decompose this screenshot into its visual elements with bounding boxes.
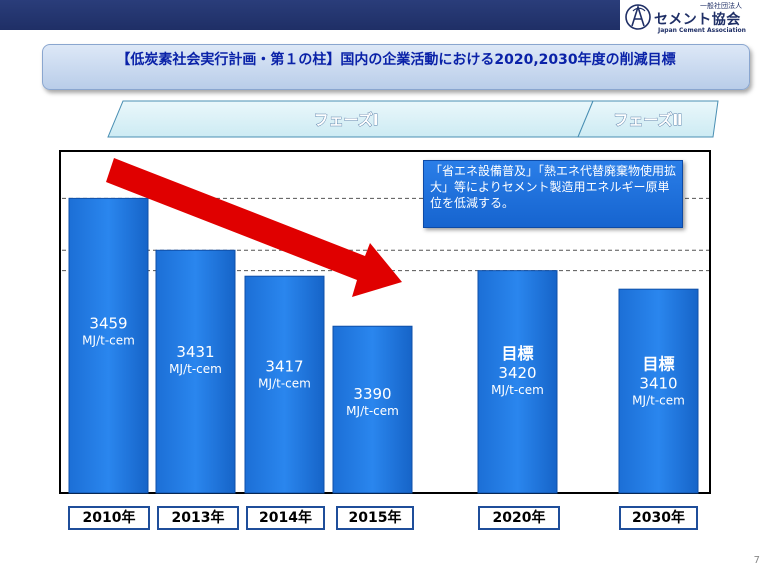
bar — [618, 288, 699, 494]
bar-value-label: 3431 — [176, 343, 214, 361]
bar-value-label: 3420 — [498, 364, 536, 382]
phase-banner: フェーズⅠ フェーズⅡ — [107, 100, 719, 138]
bar — [155, 249, 236, 494]
bar-value-label: 3390 — [353, 385, 391, 403]
phase-2-shape — [577, 100, 719, 138]
phase-2-label: フェーズⅡ — [613, 111, 682, 129]
bar — [477, 270, 558, 494]
x-tick-label: 2020年 — [478, 506, 560, 530]
callout-box: 「省エネ設備普及」「熱エネ代替廃棄物使用拡大」等によりセメント製造用エネルギー原… — [423, 160, 683, 228]
logo-org-en: Japan Cement Association — [658, 27, 746, 34]
bar-unit-label: MJ/t-cem — [258, 376, 311, 390]
logo-org-name: セメント協会 — [654, 12, 741, 28]
x-tick-label: 2015年 — [336, 506, 414, 530]
bar-value-label: 3410 — [639, 374, 677, 392]
bar — [68, 197, 149, 494]
page-title: 【低炭素社会実行計画・第１の柱】国内の企業活動における2020,2030年度の削… — [116, 52, 676, 68]
x-tick-label: 2014年 — [246, 506, 325, 530]
bar-target-label: 目標 — [642, 354, 674, 373]
title-box: 【低炭素社会実行計画・第１の柱】国内の企業活動における2020,2030年度の削… — [42, 44, 750, 90]
association-logo-icon — [625, 4, 651, 30]
logo: 一般社団法人 セメント協会 Japan Cement Association — [620, 0, 768, 36]
bar — [332, 325, 413, 494]
bar-unit-label: MJ/t-cem — [632, 393, 685, 407]
bar-value-label: 3417 — [265, 357, 303, 375]
page-number: 7 — [753, 555, 760, 566]
bar-unit-label: MJ/t-cem — [169, 362, 222, 376]
phase-1-label: フェーズⅠ — [314, 111, 379, 129]
trend-arrow-icon — [106, 158, 402, 297]
bar-unit-label: MJ/t-cem — [491, 383, 544, 397]
bar-unit-label: MJ/t-cem — [346, 404, 399, 418]
bar-unit-label: MJ/t-cem — [82, 333, 135, 347]
bar-target-label: 目標 — [501, 344, 533, 363]
logo-org-small: 一般社団法人 — [700, 2, 742, 10]
bar — [244, 275, 325, 494]
bar-value-label: 3459 — [89, 314, 127, 332]
x-tick-label: 2030年 — [619, 506, 698, 530]
x-tick-label: 2010年 — [68, 506, 150, 530]
x-tick-label: 2013年 — [157, 506, 239, 530]
